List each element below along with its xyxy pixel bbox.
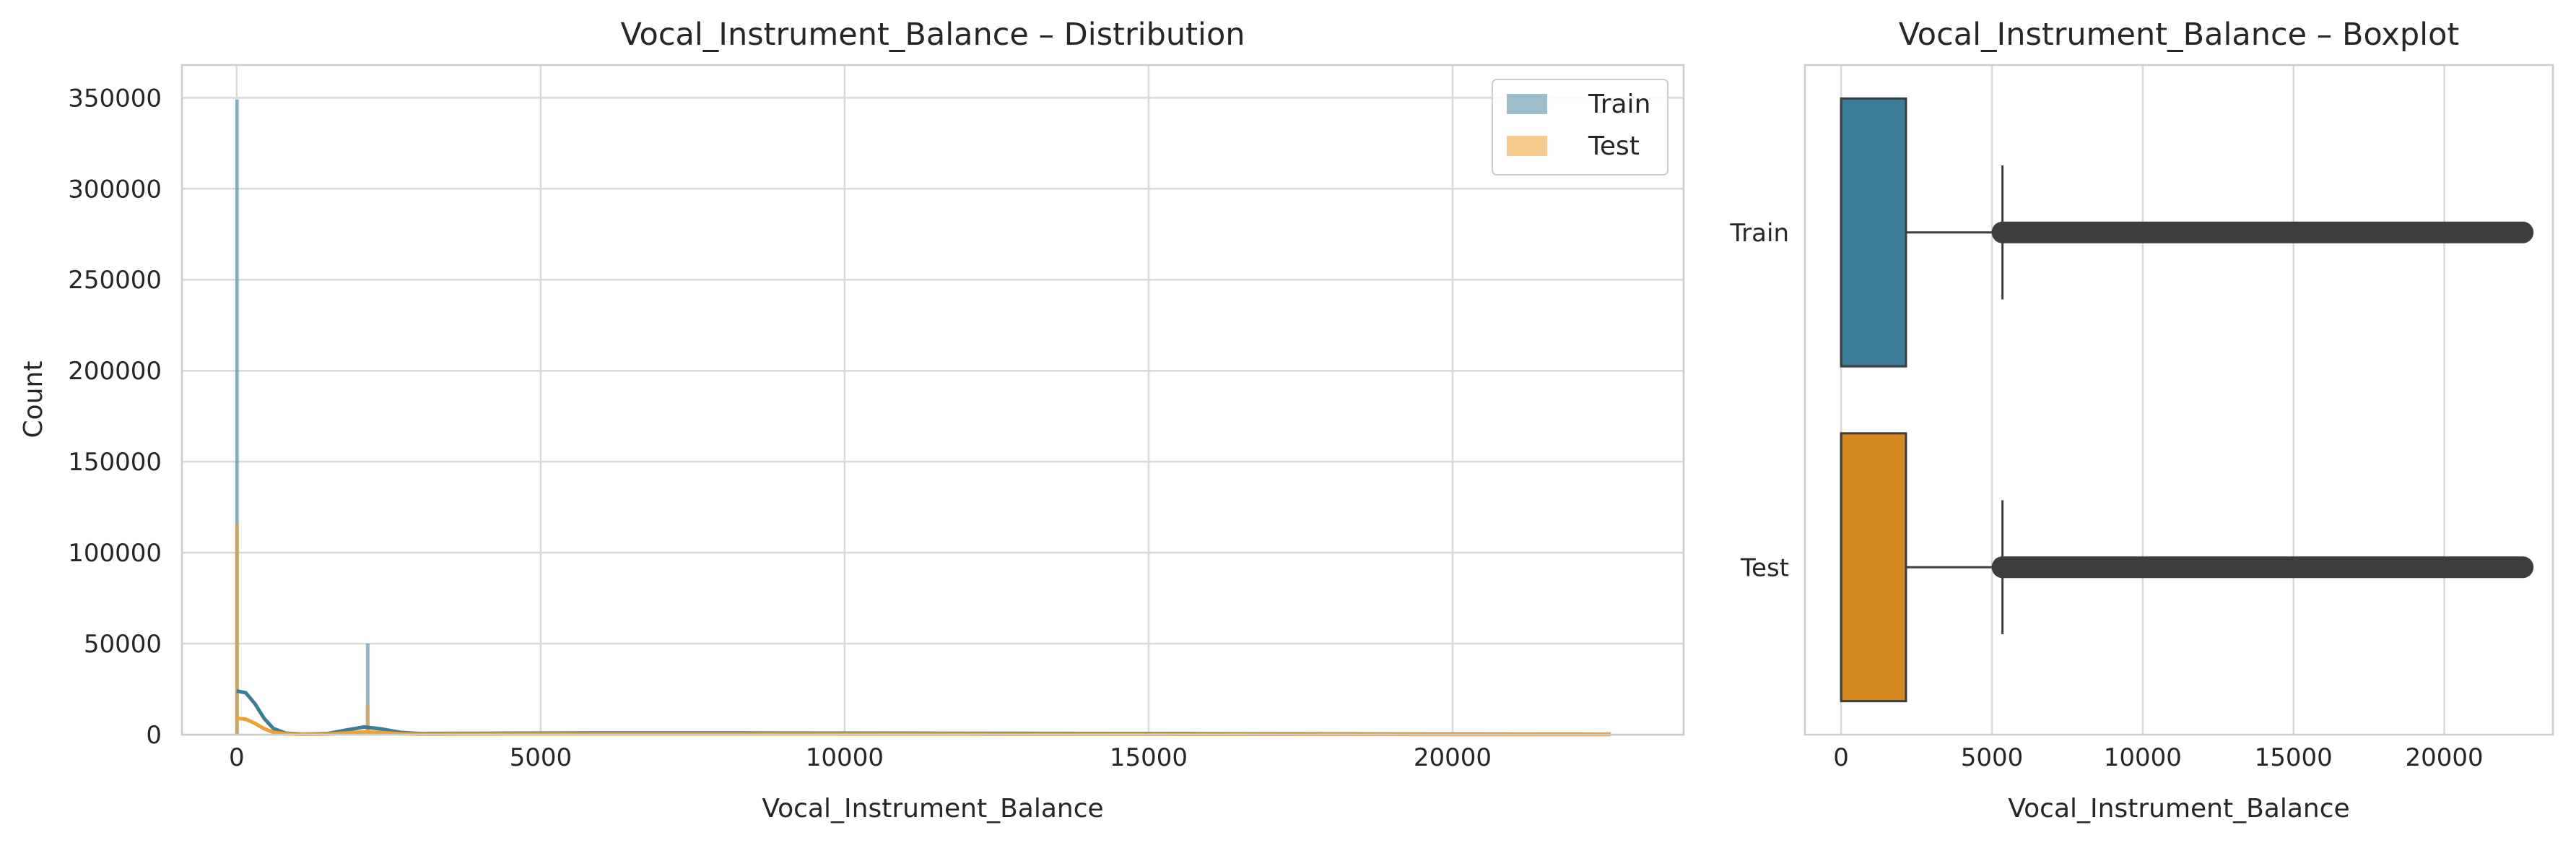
x-tick-label: 5000 <box>1961 743 2024 772</box>
plot-frame <box>180 64 1685 736</box>
legend-label-train: Train <box>1588 90 1650 119</box>
gridlines <box>1840 65 2445 735</box>
x-tick-labels: 0 5000 10000 15000 20000 <box>229 743 1492 772</box>
y-tick-label: 50000 <box>84 630 162 659</box>
chart-title: Vocal_Instrument_Balance – Boxplot <box>1899 17 2460 53</box>
legend-swatch-train <box>1507 94 1547 114</box>
x-axis-label: Vocal_Instrument_Balance <box>2008 794 2349 823</box>
x-tick-label: 0 <box>229 743 245 772</box>
kde-line-train <box>236 689 1611 736</box>
y-tick-label: 350000 <box>68 84 162 113</box>
x-tick-labels: 0 5000 10000 15000 20000 <box>1833 743 2483 772</box>
box-train <box>1840 97 2534 368</box>
histogram-bar-train <box>235 99 239 735</box>
histogram-bar-test <box>365 704 370 735</box>
y-tick-label: 150000 <box>68 448 162 477</box>
y-tick-label: 100000 <box>68 539 162 568</box>
chart-title: Vocal_Instrument_Balance – Distribution <box>620 17 1245 53</box>
histogram-bar-test <box>235 523 239 735</box>
histogram-bars <box>235 99 370 735</box>
category-label: Train <box>1729 219 1789 248</box>
y-tick-label: 300000 <box>68 175 162 204</box>
x-axis-label: Vocal_Instrument_Balance <box>762 794 1103 823</box>
plot-frame <box>1803 64 2554 736</box>
x-tick-label: 10000 <box>806 743 884 772</box>
outlier-markers <box>1991 221 2534 243</box>
x-tick-label: 10000 <box>2104 743 2182 772</box>
x-tick-label: 15000 <box>2255 743 2333 772</box>
boxes <box>1840 97 2534 703</box>
y-axis-label: Count <box>19 361 48 438</box>
histogram-bar-train <box>365 644 370 735</box>
boxplot-chart: Vocal_Instrument_Balance – Boxplot 0 5000… <box>1729 17 2554 823</box>
outlier-markers <box>1991 556 2534 579</box>
x-tick-label: 20000 <box>2406 743 2484 772</box>
y-tick-label: 200000 <box>68 357 162 386</box>
legend: Train Test <box>1492 79 1668 176</box>
category-label: Test <box>1740 553 1789 582</box>
kde-curves <box>236 689 1611 737</box>
y-tick-labels: 0 50000 100000 150000 200000 250000 300000 3500… <box>68 84 162 750</box>
box-body <box>1840 432 1907 703</box>
x-tick-label: 15000 <box>1110 743 1188 772</box>
distribution-chart: Vocal_Instrument_Balance – Distribution … <box>19 17 1685 823</box>
legend-label-test: Test <box>1588 131 1640 161</box>
y-tick-label: 250000 <box>68 266 162 295</box>
x-tick-label: 20000 <box>1414 743 1492 772</box>
legend-swatch-test <box>1507 136 1547 156</box>
category-labels: Train Test <box>1729 219 1789 583</box>
box-body <box>1840 97 1907 368</box>
y-tick-label: 0 <box>146 721 162 750</box>
gridlines <box>182 65 1684 736</box>
x-tick-label: 0 <box>1833 743 1849 772</box>
x-tick-label: 5000 <box>510 743 573 772</box>
box-test <box>1840 432 2534 703</box>
